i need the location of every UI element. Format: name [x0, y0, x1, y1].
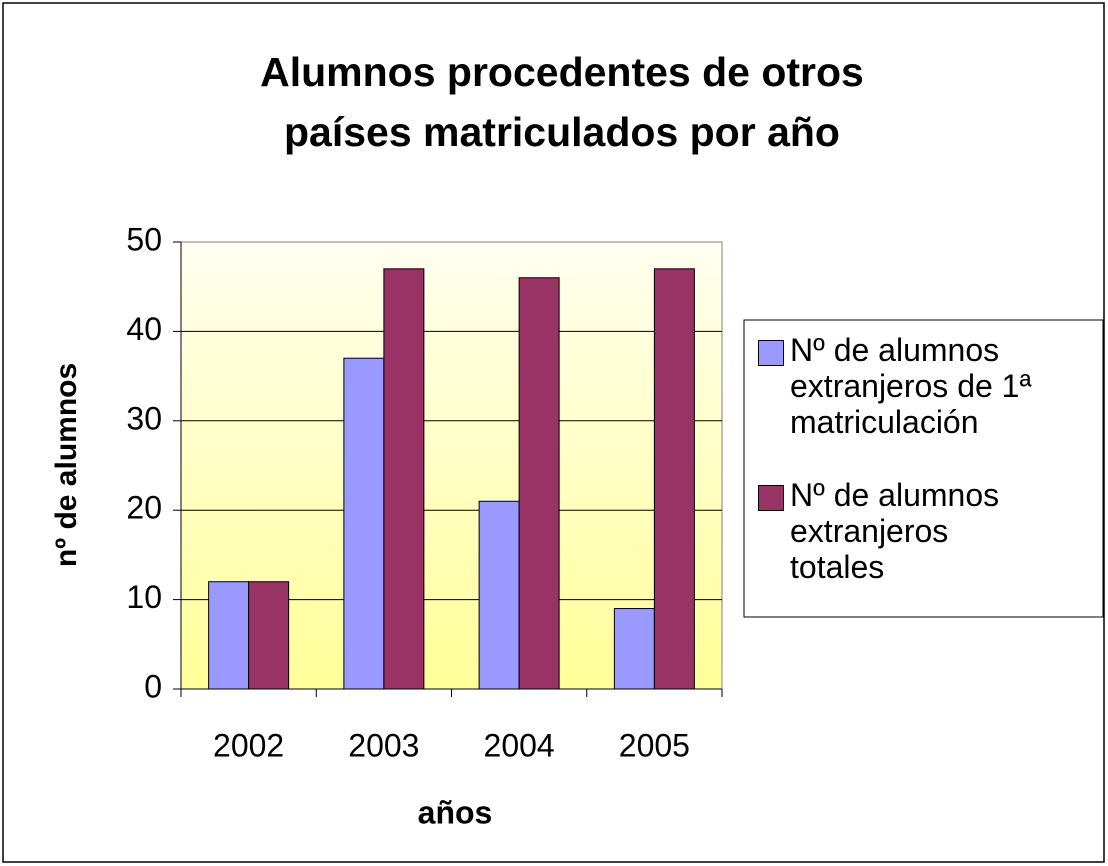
y-tick-label: 0	[144, 668, 162, 704]
bar	[383, 268, 425, 690]
bar	[248, 581, 290, 690]
bar	[478, 500, 520, 690]
x-axis-label: años	[418, 794, 493, 830]
x-tick-label: 2003	[348, 727, 419, 763]
x-tick-label: 2005	[619, 727, 690, 763]
bar	[343, 357, 385, 690]
y-tick-label: 50	[126, 221, 162, 257]
legend-label: Nº de alumnos extranjeros totales	[790, 477, 1000, 585]
y-axis-label: nº de alumnos	[50, 363, 83, 567]
bar	[653, 268, 695, 690]
legend-swatch	[758, 340, 784, 366]
x-tick-label: 2002	[213, 727, 284, 763]
y-tick-label: 20	[126, 490, 162, 526]
chart-title: Alumnos procedentes de otros países matr…	[260, 49, 864, 155]
legend-label: Nº de alumnos extranjeros de 1ª matricul…	[790, 332, 1032, 440]
y-tick-label: 40	[126, 311, 162, 347]
x-tick-label: 2004	[484, 727, 555, 763]
y-tick-label: 30	[126, 400, 162, 436]
legend-box	[743, 319, 1104, 618]
bar	[208, 581, 250, 690]
legend-swatch	[758, 485, 784, 511]
y-tick-label: 10	[126, 579, 162, 615]
bar	[613, 608, 655, 690]
bar	[518, 277, 560, 690]
